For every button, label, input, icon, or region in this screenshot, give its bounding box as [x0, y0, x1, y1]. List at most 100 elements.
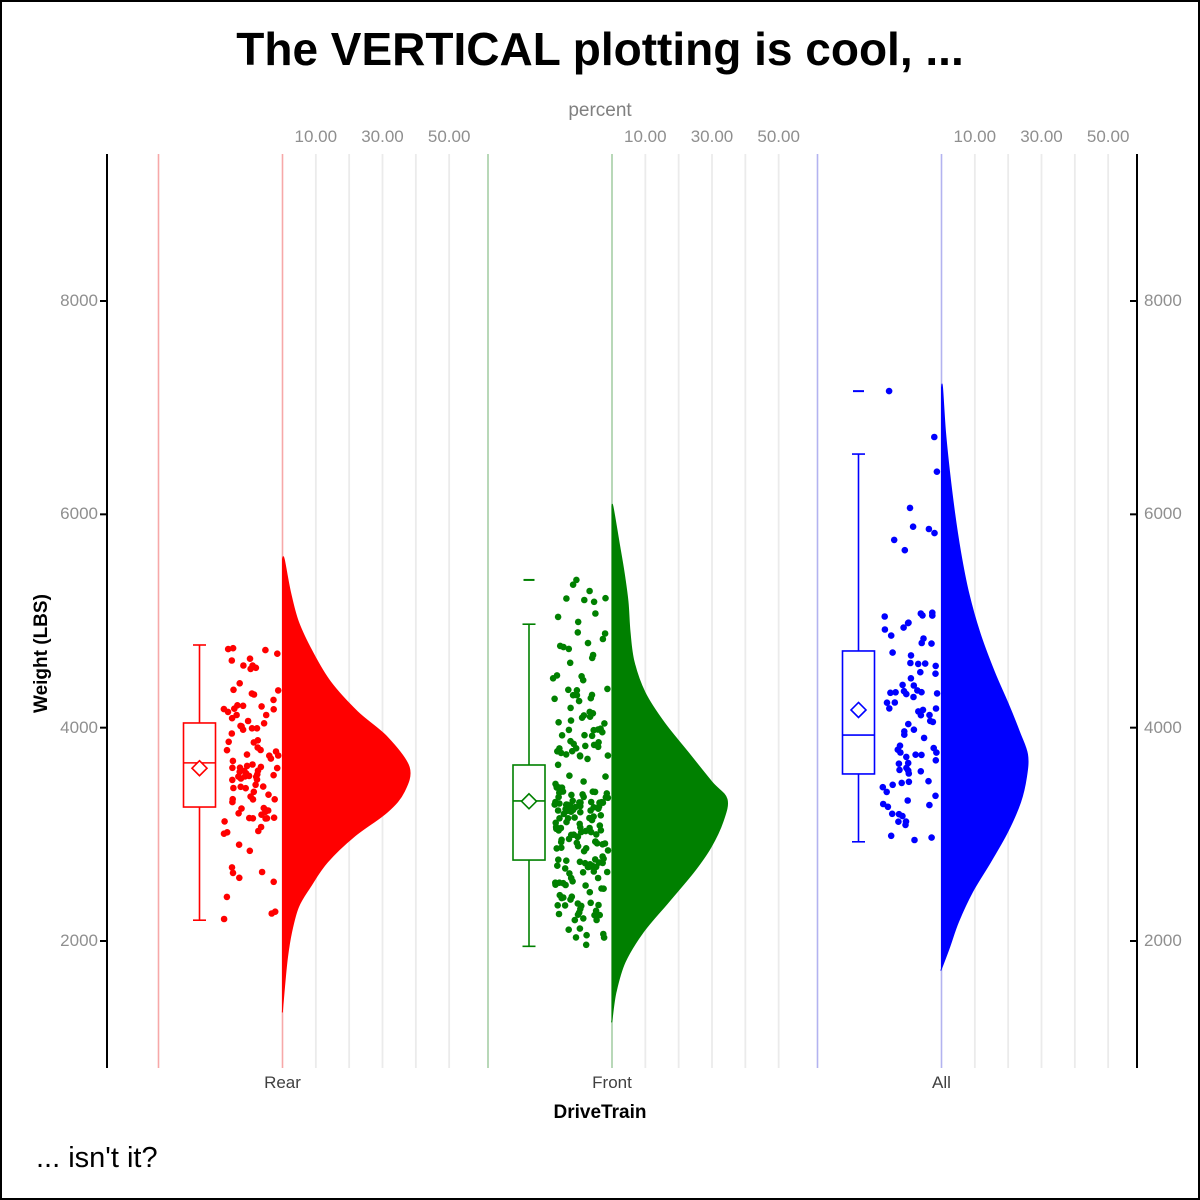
jitter-point-rear — [272, 748, 280, 755]
jitter-point-rear — [271, 908, 279, 915]
jitter-point-rear — [262, 815, 269, 822]
jitter-point-rear — [259, 783, 267, 790]
jitter-point-rear — [240, 662, 247, 669]
jitter-point-front — [569, 878, 576, 885]
jitter-point-front — [576, 925, 584, 932]
jitter-point-all — [898, 779, 905, 787]
top-axis-tick-label: 10.00 — [294, 127, 338, 146]
jitter-point-front — [576, 753, 584, 760]
jitter-point-front — [586, 708, 593, 716]
jitter-point-rear — [254, 771, 261, 778]
jitter-point-all — [889, 649, 896, 656]
jitter-point-all — [902, 821, 909, 829]
jitter-point-front — [558, 894, 565, 902]
jitter-point-all — [932, 662, 939, 670]
jitter-point-all — [925, 777, 932, 785]
jitter-point-all — [932, 670, 939, 677]
jitter-point-front — [581, 596, 588, 604]
jitter-point-rear — [244, 717, 252, 725]
jitter-point-front — [556, 815, 563, 822]
jitter-point-front — [604, 752, 612, 759]
jitter-point-front — [599, 853, 606, 860]
jitter-point-all — [900, 687, 908, 695]
jitter-point-front — [586, 861, 594, 868]
top-axis-tick-label: 50.00 — [427, 127, 471, 146]
jitter-point-all — [885, 387, 893, 395]
jitter-point-front — [563, 595, 570, 602]
jitter-point-all — [890, 536, 898, 544]
jitter-point-front — [586, 888, 594, 896]
jitter-point-front — [591, 911, 598, 919]
top-axis-tick-label: 50.00 — [1086, 127, 1130, 146]
jitter-point-front — [582, 882, 589, 889]
jitter-point-front — [553, 672, 561, 679]
jitter-point-front — [597, 725, 604, 732]
jitter-point-front — [590, 598, 598, 606]
jitter-point-all — [907, 652, 915, 659]
chart-title: The VERTICAL plotting is cool, ... — [236, 23, 964, 75]
jitter-point-front — [554, 761, 562, 769]
jitter-point-front — [555, 719, 562, 726]
jitter-point-all — [918, 639, 925, 647]
jitter-point-rear — [238, 723, 245, 730]
jitter-point-rear — [250, 788, 258, 796]
jitter-point-rear — [270, 814, 278, 821]
jitter-point-rear — [242, 784, 249, 792]
jitter-point-front — [574, 629, 582, 636]
jitter-point-front — [577, 905, 584, 913]
jitter-point-rear — [228, 864, 236, 871]
violin-rear — [281, 556, 411, 1013]
jitter-point-all — [911, 836, 918, 844]
box-front — [512, 764, 546, 861]
jitter-point-all — [909, 523, 917, 530]
jitter-point-rear — [257, 746, 264, 754]
jitter-point-front — [554, 613, 562, 621]
jitter-point-rear — [235, 810, 242, 817]
x-axis-label: DriveTrain — [553, 1102, 647, 1123]
jitter-point-all — [887, 832, 895, 840]
jitter-point-front — [560, 643, 567, 651]
jitter-point-all — [919, 706, 927, 714]
jitter-point-all — [886, 705, 893, 712]
jitter-point-rear — [262, 646, 269, 654]
jitter-point-all — [929, 612, 936, 619]
jitter-point-all — [932, 705, 940, 712]
jitter-point-front — [592, 610, 599, 617]
jitter-point-rear — [228, 730, 236, 737]
jitter-point-front — [579, 869, 587, 876]
jitter-point-all — [931, 529, 938, 537]
jitter-point-rear — [229, 798, 236, 806]
jitter-point-rear — [274, 650, 281, 657]
jitter-point-rear — [224, 645, 232, 653]
jitter-point-rear — [239, 702, 247, 710]
jitter-point-front — [554, 862, 561, 869]
jitter-point-front — [565, 835, 573, 843]
violin-all — [940, 383, 1029, 971]
jitter-point-rear — [249, 761, 256, 768]
jitter-point-all — [907, 659, 914, 667]
jitter-point-front — [572, 934, 580, 941]
jitter-point-front — [604, 685, 611, 693]
jitter-point-front — [565, 686, 572, 694]
jitter-point-rear — [247, 793, 254, 800]
jitter-point-front — [587, 694, 595, 702]
jitter-point-front — [593, 831, 600, 838]
top-axis-tick-label: 30.00 — [690, 127, 734, 146]
jitter-point-front — [600, 885, 607, 892]
y-tick-label-left: 4000 — [60, 717, 98, 737]
jitter-point-all — [926, 801, 933, 809]
y-tick-label-right: 6000 — [1144, 504, 1182, 524]
jitter-point-all — [917, 610, 925, 617]
jitter-point-front — [576, 858, 584, 866]
jitter-point-front — [596, 911, 603, 919]
jitter-point-front — [566, 659, 574, 667]
jitter-point-all — [910, 693, 917, 701]
jitter-point-all — [901, 546, 909, 554]
jitter-point-all — [905, 778, 913, 786]
jitter-point-all — [933, 468, 941, 476]
jitter-point-front — [574, 618, 582, 626]
jitter-point-front — [567, 704, 574, 712]
jitter-point-all — [914, 660, 922, 668]
jitter-point-front — [566, 772, 573, 779]
jitter-point-all — [901, 728, 908, 735]
